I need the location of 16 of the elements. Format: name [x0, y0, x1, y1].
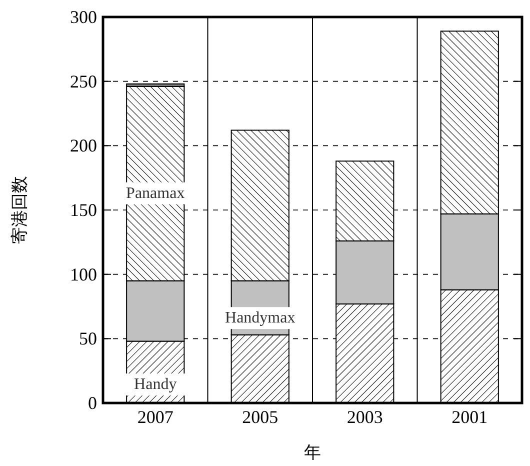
y-axis-title: 寄港回数: [10, 176, 29, 244]
y-tick-label: 200: [70, 136, 97, 156]
y-tick-label: 0: [88, 393, 97, 413]
series-label: Handy: [134, 376, 177, 393]
x-tick-label: 2005: [242, 407, 278, 427]
y-tick-label: 50: [79, 328, 97, 349]
y-tick-label: 150: [70, 200, 97, 220]
y-tick-label: 250: [70, 71, 97, 92]
y-tick-label: 300: [70, 7, 97, 27]
series-label: Panamax: [126, 184, 185, 202]
y-tick-label: 100: [70, 264, 97, 284]
x-axis-title: 年: [304, 443, 321, 462]
x-tick-label: 2001: [452, 407, 488, 427]
x-tick-label: 2007: [137, 407, 174, 427]
series-label: Handymax: [225, 310, 296, 327]
x-tick-label: 2003: [346, 407, 383, 427]
